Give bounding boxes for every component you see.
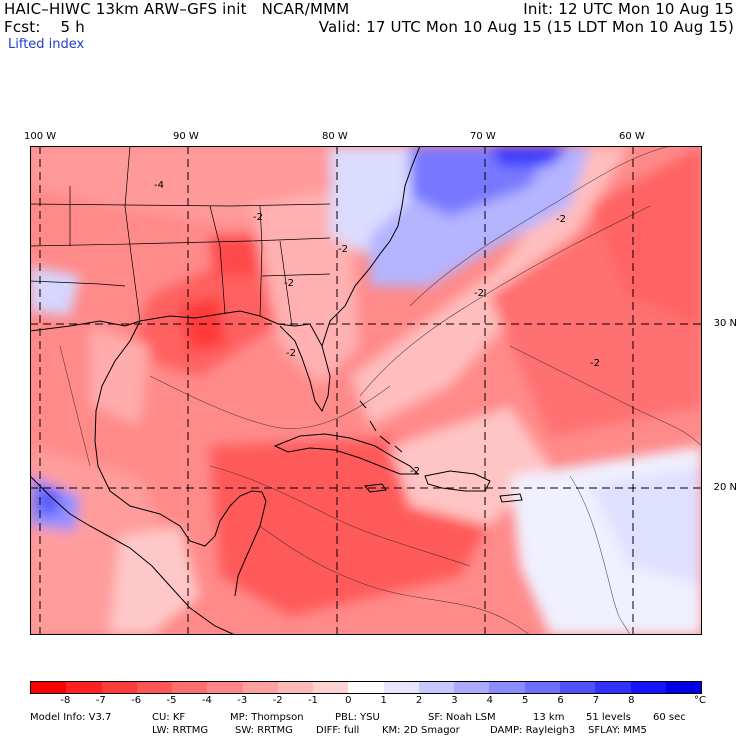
colorbar-swatch	[348, 682, 384, 693]
model-info-item: MP: Thompson	[230, 712, 304, 723]
colorbar-tick-label: -8	[60, 695, 71, 706]
graticule	[30, 146, 702, 635]
colorbar-tick-label: -7	[95, 695, 106, 706]
colorbar-tick-label: -6	[131, 695, 142, 706]
model-info-item: 60 sec	[653, 712, 686, 723]
colorbar-swatch	[559, 682, 596, 693]
colorbar-tick-label: 1	[380, 695, 387, 706]
colorbar-swatch	[31, 682, 67, 693]
contour-label: -2	[474, 288, 484, 299]
colorbar-swatch	[383, 682, 419, 693]
colorbar-tick-label: 7	[592, 695, 600, 706]
colorbar-tick-label: 8	[628, 695, 635, 706]
contour-label: -2	[410, 466, 420, 477]
colorbar-swatch	[313, 682, 349, 693]
forecast-hour: Fcst: 5 h	[4, 18, 85, 36]
colorbar-swatch	[418, 682, 455, 693]
colorbar-swatch	[524, 682, 560, 693]
colorbar-tick-label: 6	[557, 695, 564, 706]
colorbar-tick-label: -3	[237, 695, 248, 706]
model-info-item: SF: Noah LSM	[428, 712, 496, 723]
colorbar-swatch	[595, 682, 631, 693]
colorbar-swatch	[66, 682, 102, 693]
colorbar-swatch	[630, 682, 666, 693]
contour-label: -2	[253, 212, 263, 223]
contour-label-group: -4 -2 -2 -2 -2 -2 -2 -2 -2	[154, 180, 600, 477]
model-info-item: SW: RRTMG	[235, 725, 293, 736]
lon-label-80w: 80 W	[322, 131, 348, 142]
colorbar-swatch	[136, 682, 173, 693]
model-info-item: LW: RRTMG	[152, 725, 209, 736]
contour-label: -2	[338, 244, 348, 255]
colorbar-swatch	[172, 682, 208, 693]
model-info-item: KM: 2D Smagor	[382, 725, 460, 736]
colorbar-tick-label: -5	[166, 695, 177, 706]
colorbar-unit: °C	[694, 695, 706, 706]
colorbar	[30, 681, 702, 694]
contour-label: -2	[590, 358, 600, 369]
model-info-item: CU: KF	[152, 712, 186, 723]
model-info-item: SFLAY: MM5	[588, 725, 647, 736]
political-borders	[30, 146, 331, 327]
model-info-item: 13 km	[533, 712, 565, 723]
colorbar-tick-label: -4	[201, 695, 212, 706]
colorbar-tick-label: -1	[307, 695, 318, 706]
colorbar-swatch	[277, 682, 314, 693]
colorbar-swatch	[665, 682, 702, 693]
colorbar-tick-label: -2	[272, 695, 283, 706]
lat-label-30n: 30 N	[713, 318, 737, 329]
lon-label-60w: 60 W	[619, 131, 645, 142]
colorbar-swatch	[207, 682, 243, 693]
map-frame	[30, 146, 702, 635]
contour-label: -2	[556, 214, 566, 225]
model-info-item: Model Info: V3.7	[30, 712, 112, 723]
map-svg: -4 -2 -2 -2 -2 -2 -2 -2 -2	[30, 146, 702, 635]
colorbar-swatch	[242, 682, 278, 693]
colorbar-swatch	[454, 682, 490, 693]
model-info-item: DIFF: full	[316, 725, 360, 736]
field-shading	[30, 146, 702, 635]
model-info-item: 51 levels	[586, 712, 631, 723]
lon-label-90w: 90 W	[173, 131, 199, 142]
init-time: Init: 12 UTC Mon 10 Aug 15	[523, 0, 734, 18]
contour-lines	[59, 146, 702, 635]
contour-label: -4	[154, 180, 164, 191]
contour-label: -2	[284, 278, 294, 289]
lon-label-70w: 70 W	[470, 131, 496, 142]
contour-label: -2	[286, 348, 296, 359]
model-info-item: PBL: YSU	[335, 712, 380, 723]
colorbar-tick-label: 3	[451, 695, 458, 706]
lon-label-100w: 100 W	[24, 131, 57, 142]
lifted-index-map: -4 -2 -2 -2 -2 -2 -2 -2 -2	[30, 146, 702, 635]
model-title: HAIC–HIWC 13km ARW–GFS init NCAR/MMM	[4, 0, 350, 18]
valid-time: Valid: 17 UTC Mon 10 Aug 15 (15 LDT Mon …	[318, 18, 734, 36]
colorbar-swatch	[489, 682, 525, 693]
colorbar-swatch	[101, 682, 137, 693]
lat-label-20n: 20 N	[713, 482, 737, 493]
field-name: Lifted index	[8, 37, 85, 52]
model-info-item: DAMP: Rayleigh3	[490, 725, 576, 736]
colorbar-tick-label: 5	[521, 695, 529, 706]
colorbar-tick-label: 0	[345, 695, 352, 706]
colorbar-tick-label: 2	[415, 695, 423, 706]
colorbar-tick-label: 4	[486, 695, 493, 706]
